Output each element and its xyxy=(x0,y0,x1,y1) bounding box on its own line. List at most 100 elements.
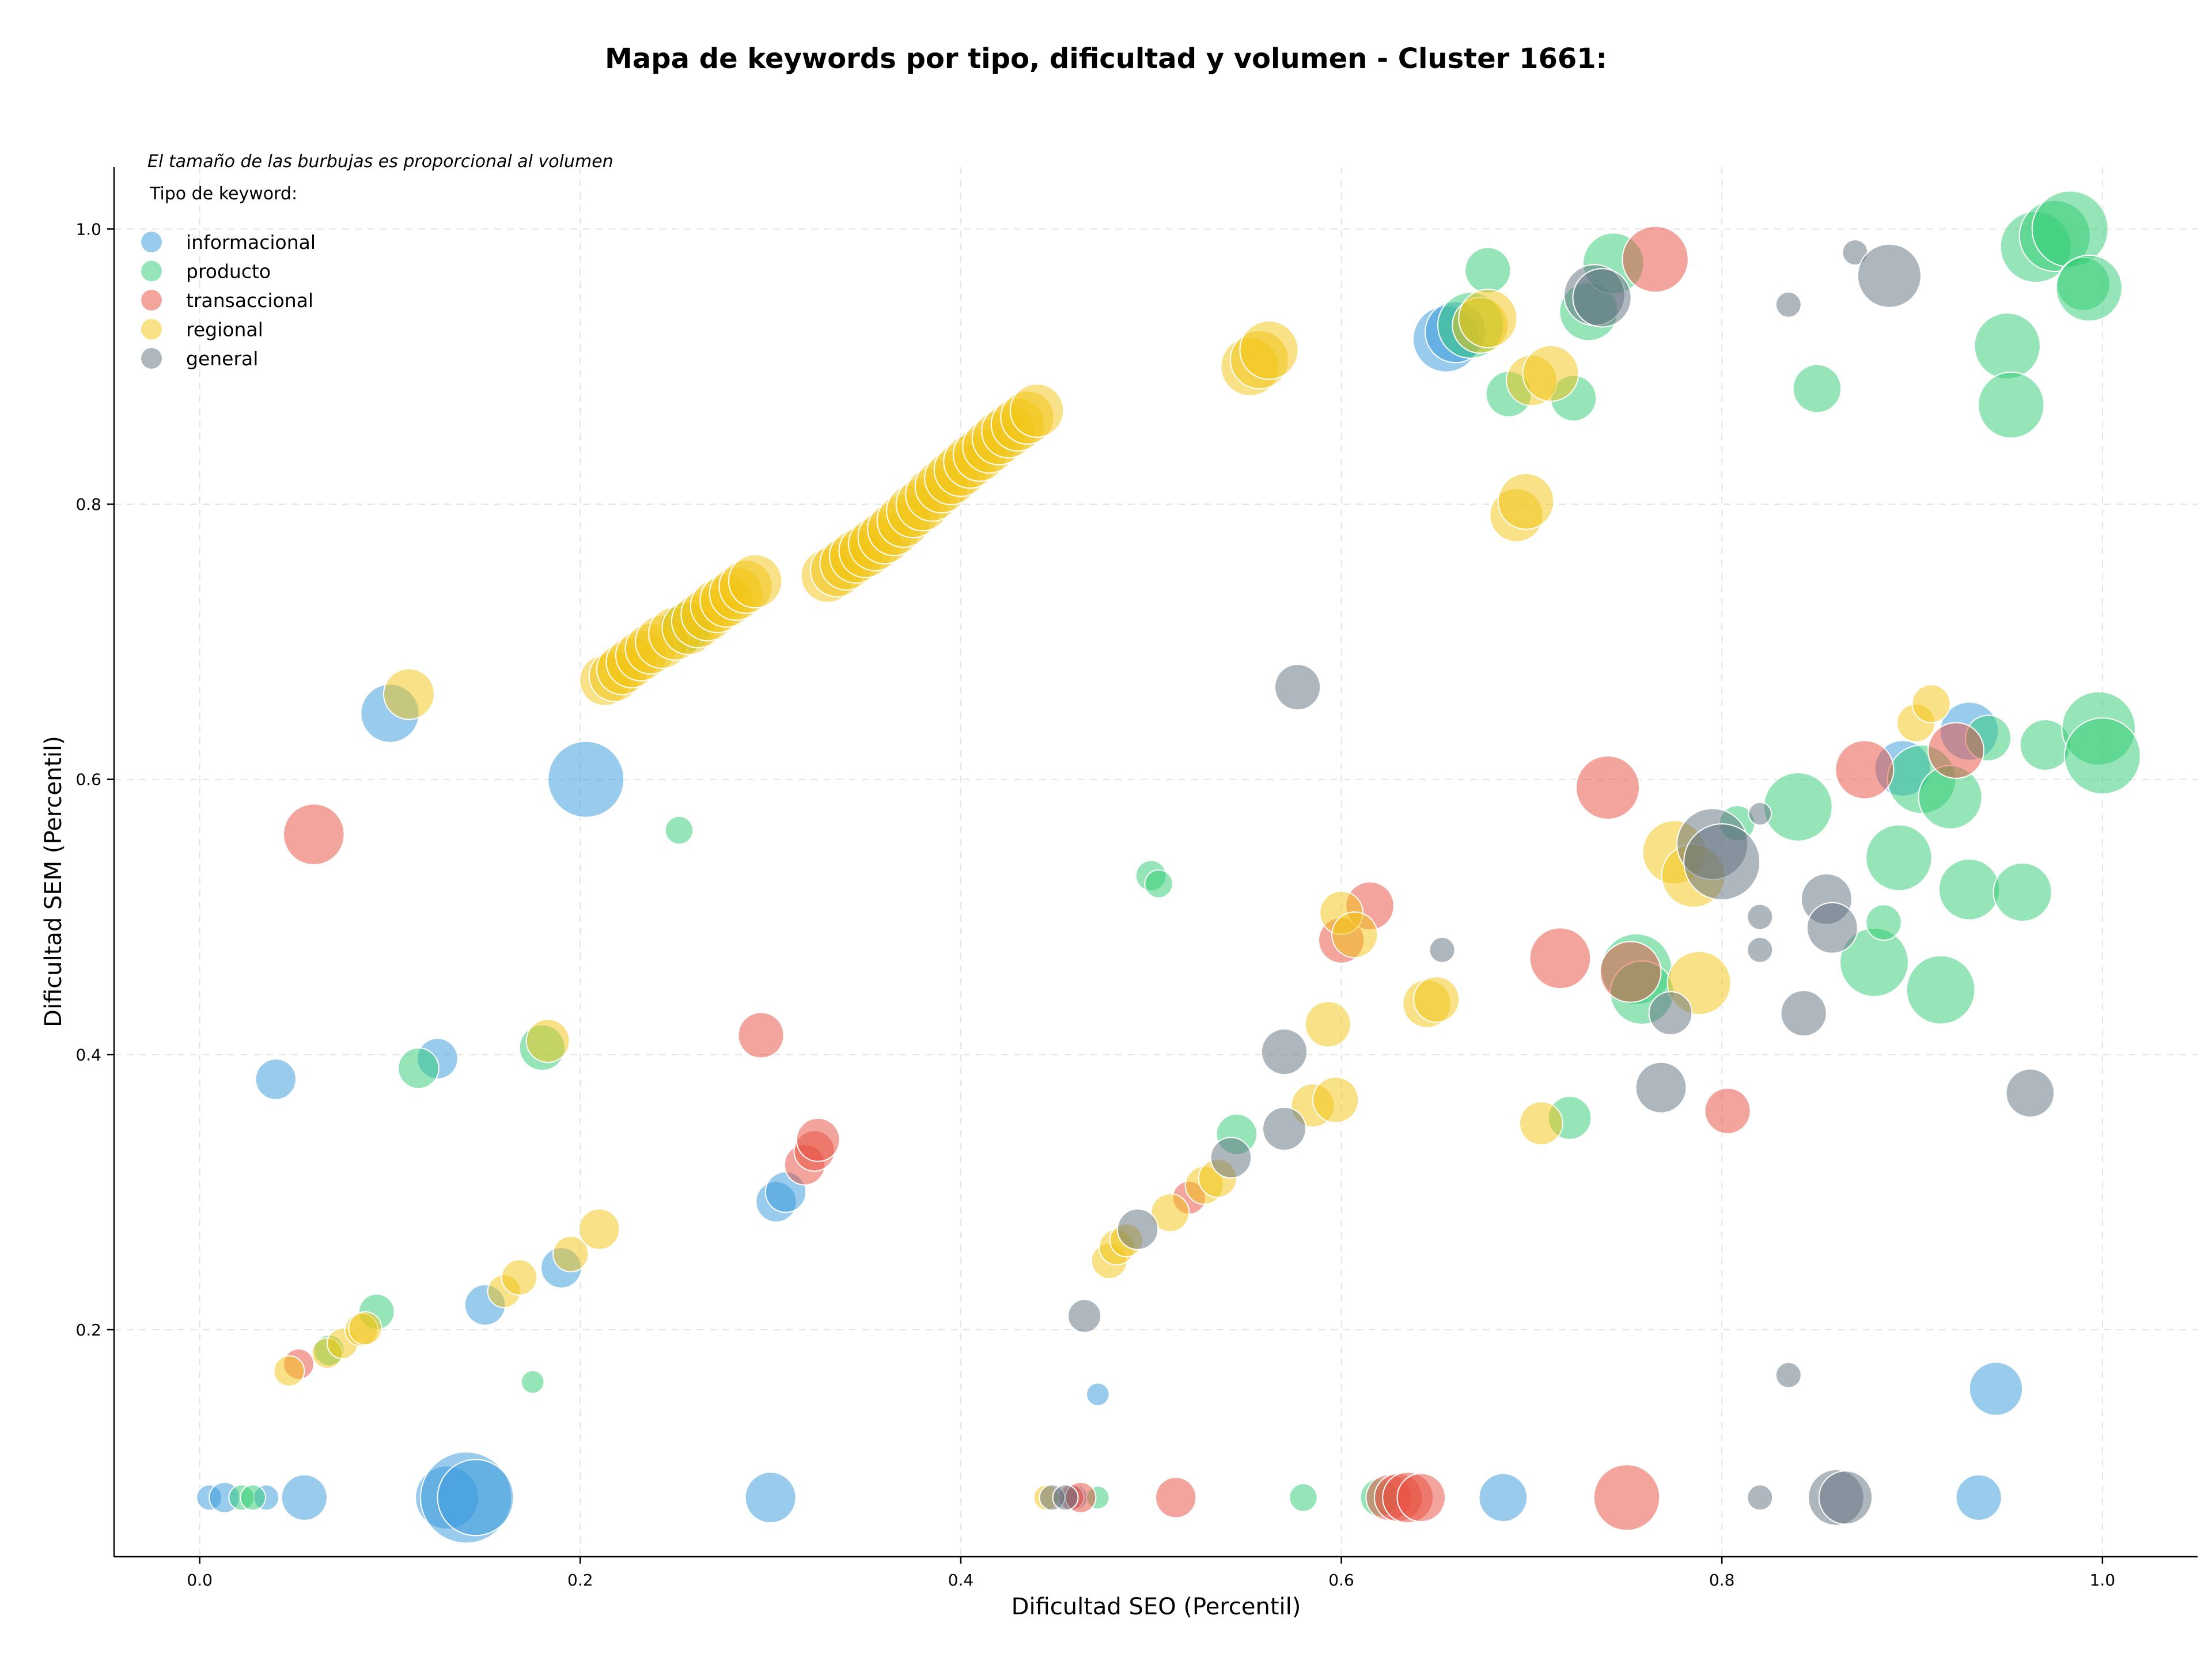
legend-label-general: general xyxy=(186,347,258,370)
bubble-regional xyxy=(1458,289,1518,349)
bubble-general xyxy=(1775,291,1802,318)
bubble-regional xyxy=(728,554,783,608)
bubble-transaccional xyxy=(1529,927,1592,989)
legend-marker-general xyxy=(141,348,162,369)
bubble-transaccional xyxy=(1593,1464,1661,1531)
bubble-general xyxy=(1210,1137,1252,1179)
bubble-general xyxy=(1780,990,1827,1037)
x-tick-label: 0.4 xyxy=(948,1571,974,1590)
x-tick-label: 0.0 xyxy=(187,1571,213,1590)
x-axis-label: Dificultad SEO (Percentil) xyxy=(1012,1594,1301,1620)
grid-lines xyxy=(114,167,2198,1557)
bubble-regional xyxy=(1009,383,1065,438)
bubble-informacional xyxy=(1086,1382,1110,1406)
bubble-general xyxy=(1775,1361,1802,1388)
bubble-general xyxy=(1806,902,1858,954)
bubble-informacional xyxy=(281,1474,328,1521)
bubble-producto xyxy=(1906,955,1976,1025)
bubble-transaccional xyxy=(1575,755,1640,820)
y-tick-label: 0.4 xyxy=(75,1045,101,1064)
chart-title: Mapa de keywords por tipo, dificultad y … xyxy=(605,43,1607,75)
bubble-regional xyxy=(1150,1193,1190,1232)
bubble-producto xyxy=(2055,255,2123,322)
y-tick-label: 0.2 xyxy=(75,1321,101,1340)
x-tick-label: 1.0 xyxy=(2090,1571,2116,1590)
bubble-producto xyxy=(1993,862,2052,922)
bubble-regional xyxy=(1519,1101,1563,1146)
bubble-regional xyxy=(525,1019,570,1063)
bubble-transaccional xyxy=(737,1012,785,1059)
bubble-general xyxy=(1067,1299,1102,1333)
bubble-general xyxy=(1747,903,1774,930)
bubble-regional xyxy=(578,1208,620,1250)
bubble-transaccional xyxy=(1622,225,1689,293)
legend-marker-informacional xyxy=(141,232,162,252)
bubble-producto xyxy=(1865,824,1933,892)
bubble-general xyxy=(1116,1208,1159,1250)
bubble-transaccional xyxy=(1927,722,1984,779)
bubble-general xyxy=(1262,1106,1306,1151)
legend-marker-regional xyxy=(141,319,162,340)
bubble-transaccional xyxy=(796,1118,840,1162)
bubble-producto xyxy=(240,1484,267,1511)
bubble-producto xyxy=(2063,717,2141,795)
bubble-size-note: El tamaño de las burbujas es proporciona… xyxy=(147,152,613,172)
bubble-transaccional xyxy=(1155,1477,1197,1519)
x-tick-label: 0.2 xyxy=(567,1571,593,1590)
bubble-regional xyxy=(1312,1076,1359,1123)
bubble-general xyxy=(1818,1470,1873,1525)
legend-label-transaccional: transaccional xyxy=(186,289,313,312)
y-tick-label: 0.8 xyxy=(75,495,101,514)
bubble-transaccional xyxy=(1396,1473,1446,1523)
bubble-regional xyxy=(1911,684,1951,724)
bubble-transaccional xyxy=(1599,941,1662,1003)
legend-label-informacional: informacional xyxy=(186,231,316,253)
series-regional xyxy=(273,289,1951,1511)
bubble-producto xyxy=(1464,247,1512,294)
bubble-regional xyxy=(348,1311,382,1346)
bubble-transaccional xyxy=(1835,740,1895,800)
series-producto xyxy=(228,190,2141,1518)
bubble-informacional xyxy=(1478,1473,1528,1523)
bubble-informacional xyxy=(1955,1474,2002,1521)
bubbles xyxy=(196,190,2141,1544)
bubble-regional xyxy=(1497,472,1555,530)
bubble-regional xyxy=(273,1355,305,1387)
bubble-regional xyxy=(1522,345,1580,402)
series-general xyxy=(1039,239,2055,1526)
bubble-general xyxy=(1572,268,1632,328)
bubble-general xyxy=(2005,1068,2055,1118)
legend: informacional producto transaccional region… xyxy=(141,231,316,370)
bubble-general xyxy=(1274,664,1321,711)
bubble-producto xyxy=(664,815,694,845)
bubble-regional xyxy=(383,668,435,720)
bubble-general xyxy=(1747,936,1774,963)
bubble-producto xyxy=(1144,869,1173,899)
bubble-general xyxy=(1748,801,1772,826)
y-axis-label: Dificultad SEM (Percentil) xyxy=(40,736,67,1027)
bubble-informacional xyxy=(1968,1361,2024,1416)
bubble-regional xyxy=(1413,976,1460,1023)
bubble-producto xyxy=(1763,772,1833,842)
bubble-producto xyxy=(1792,364,1842,414)
bubble-informacional xyxy=(255,1058,297,1100)
y-tick-label: 0.6 xyxy=(75,770,101,789)
legend-label-producto: producto xyxy=(186,260,271,283)
x-tick-label: 0.8 xyxy=(1709,1571,1735,1590)
bubble-producto xyxy=(1978,371,2045,439)
bubble-general xyxy=(1857,243,1922,308)
legend-title: Tipo de keyword: xyxy=(149,184,297,204)
y-tick-label: 1.0 xyxy=(75,220,101,239)
bubble-general xyxy=(1260,1028,1308,1076)
bubble-producto xyxy=(1938,858,2001,921)
bubble-producto xyxy=(397,1047,440,1089)
bubble-general xyxy=(1747,1484,1774,1511)
bubble-general xyxy=(1429,936,1456,963)
x-tick-label: 0.6 xyxy=(1328,1571,1354,1590)
legend-marker-producto xyxy=(141,260,162,282)
axes: 0.0 0.2 0.4 0.6 0.8 1.0 0.2 0.4 0.6 0.8 1.0 xyxy=(75,167,2198,1590)
bubble-informacional xyxy=(437,1459,514,1537)
series-transaccional xyxy=(283,225,1984,1531)
bubble-regional xyxy=(552,1235,589,1273)
